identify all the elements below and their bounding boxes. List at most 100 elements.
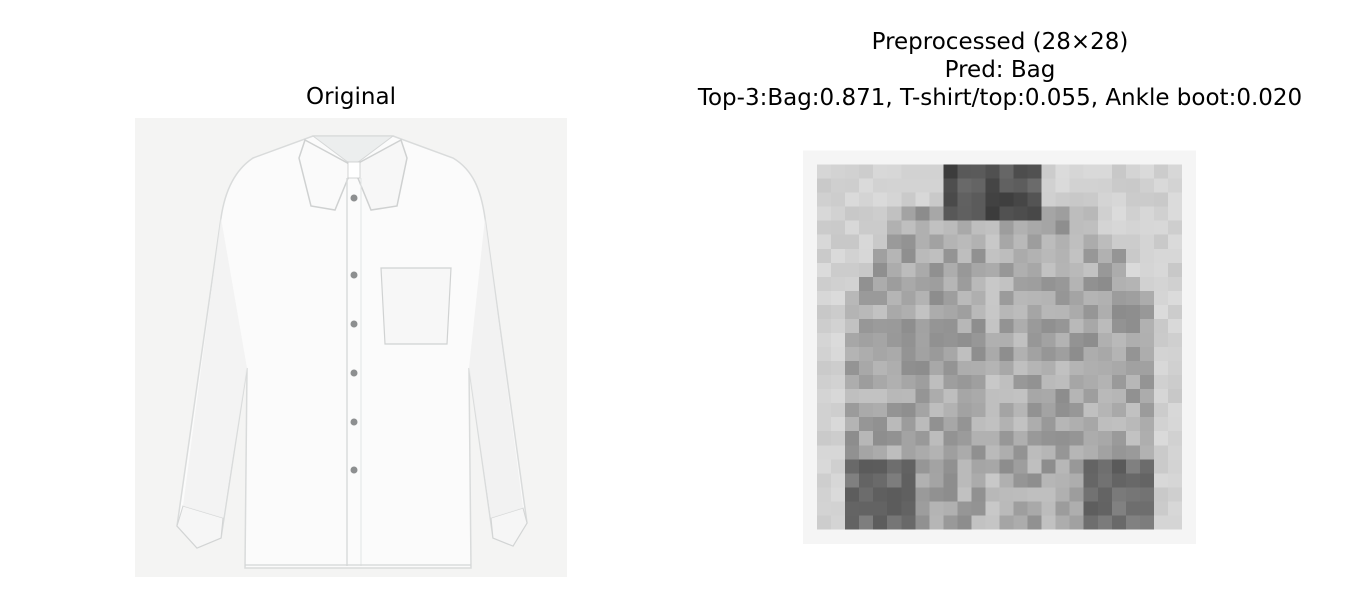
pixel-cell xyxy=(859,164,874,179)
pixel-cell xyxy=(1097,220,1113,235)
pixel-cell xyxy=(999,515,1014,530)
pixel-cell xyxy=(929,389,944,404)
pixel-cell xyxy=(1069,332,1084,348)
pixel-cell xyxy=(971,445,986,460)
pixel-cell xyxy=(1097,459,1113,474)
pixel-cell xyxy=(1027,318,1042,334)
pixel-cell xyxy=(1041,459,1056,474)
pixel-cell xyxy=(943,262,958,278)
pixel-cell xyxy=(1153,445,1169,460)
pixel-cell xyxy=(1153,192,1169,207)
pixel-cell xyxy=(901,473,916,488)
pixel-cell xyxy=(887,389,902,404)
pixel-cell xyxy=(803,248,818,264)
pixel-cell xyxy=(1111,347,1127,362)
pixel-cell xyxy=(1153,515,1169,530)
pixel-cell xyxy=(1069,347,1084,362)
pixel-cell xyxy=(1069,529,1084,544)
pixel-cell xyxy=(859,150,874,165)
pixel-cell xyxy=(1153,150,1169,165)
pixel-cell xyxy=(943,318,958,334)
pixel-cell xyxy=(845,445,860,460)
pixel-cell xyxy=(999,290,1014,306)
pixel-cell xyxy=(873,304,888,320)
pixel-cell xyxy=(971,529,986,544)
pixel-cell xyxy=(957,403,972,418)
pixel-cell xyxy=(817,361,832,376)
pixel-cell xyxy=(803,487,818,502)
pixel-cell xyxy=(887,262,902,278)
pixel-cell xyxy=(915,220,930,235)
pixel-cell xyxy=(887,487,902,502)
pixel-cell xyxy=(845,178,860,193)
pixel-cell xyxy=(943,445,958,460)
pixel-cell xyxy=(1111,459,1127,474)
pixel-cell xyxy=(859,290,874,306)
pixel-cell xyxy=(1097,361,1113,376)
pixel-cell xyxy=(957,515,972,530)
pixel-cell xyxy=(831,234,846,250)
pixel-cell xyxy=(929,304,944,320)
pixel-cell xyxy=(1111,220,1127,235)
pixel-cell xyxy=(817,304,832,320)
pixel-cell xyxy=(1041,178,1056,193)
pixel-cell xyxy=(985,361,1000,376)
pixel-cell xyxy=(1181,375,1196,390)
pixel-cell xyxy=(1097,164,1113,179)
pixel-cell xyxy=(901,347,916,362)
pixel-cell xyxy=(1167,318,1183,334)
pixel-cell xyxy=(1125,403,1141,418)
pixel-cell xyxy=(1041,206,1056,221)
pixel-cell xyxy=(817,431,832,446)
pixel-cell xyxy=(1097,206,1113,221)
pixel-cell xyxy=(999,361,1014,376)
pixel-cell xyxy=(817,459,832,474)
pixel-cell xyxy=(999,431,1014,446)
pixel-cell xyxy=(1055,262,1070,278)
pixel-cell xyxy=(1167,459,1183,474)
pixel-cell xyxy=(817,347,832,362)
pixel-cell xyxy=(1181,220,1196,235)
pixel-cell xyxy=(887,501,902,516)
pixel-cell xyxy=(817,178,832,193)
pixel-cell xyxy=(999,487,1014,502)
pixel-cell xyxy=(1139,347,1155,362)
pixel-cell xyxy=(1181,515,1196,530)
pixel-cell xyxy=(831,403,846,418)
pixel-cell xyxy=(971,332,986,348)
pixel-cell xyxy=(1125,150,1141,165)
pixel-cell xyxy=(859,417,874,432)
pixel-cell xyxy=(873,473,888,488)
pixel-cell xyxy=(1041,318,1056,334)
pixel-cell xyxy=(1069,290,1084,306)
pixel-cell xyxy=(1055,304,1070,320)
pixel-cell xyxy=(1013,262,1028,278)
pixel-cell xyxy=(1013,445,1028,460)
pixel-cell xyxy=(971,318,986,334)
pixel-cell xyxy=(1027,220,1042,235)
pixel-cell xyxy=(1097,150,1113,165)
pixel-cell xyxy=(1111,248,1127,264)
pixel-cell xyxy=(1069,304,1084,320)
pixel-cell xyxy=(1055,445,1070,460)
pixel-cell xyxy=(943,164,958,179)
pixel-cell xyxy=(817,220,832,235)
pixel-cell xyxy=(1013,375,1028,390)
pixel-cell xyxy=(901,234,916,250)
pixel-cell xyxy=(1083,150,1099,165)
pixel-cell xyxy=(1083,304,1099,320)
pixel-cell xyxy=(845,389,860,404)
pixel-cell xyxy=(873,361,888,376)
pixel-cell xyxy=(957,248,972,264)
pixel-cell xyxy=(1083,347,1099,362)
pixel-cell xyxy=(845,529,860,544)
pixel-cell xyxy=(1013,234,1028,250)
pixel-cell xyxy=(1111,150,1127,165)
pixel-cell xyxy=(873,248,888,264)
pixel-cell xyxy=(1083,501,1099,516)
pixel-cell xyxy=(831,150,846,165)
pixel-cell xyxy=(1111,403,1127,418)
pixel-cell xyxy=(1111,276,1127,292)
pixel-cell xyxy=(831,361,846,376)
pixel-cell xyxy=(1041,234,1056,250)
